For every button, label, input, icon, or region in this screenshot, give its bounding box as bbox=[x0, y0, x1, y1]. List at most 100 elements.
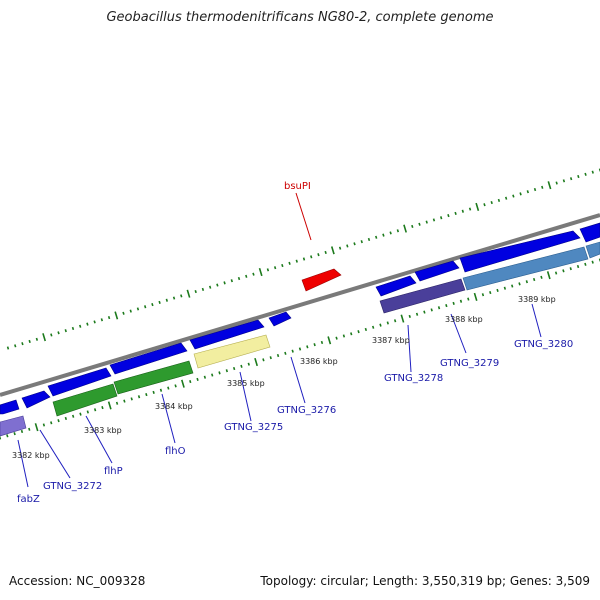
tick-mark bbox=[258, 267, 263, 277]
gene-label-gtng3279[interactable]: GTNG_3279 bbox=[440, 358, 499, 369]
gene-block-gtng3275[interactable] bbox=[193, 334, 271, 369]
tick-mark bbox=[201, 287, 205, 291]
tick-mark bbox=[35, 337, 39, 341]
tick-mark bbox=[396, 229, 400, 233]
gene-arrow[interactable] bbox=[268, 311, 292, 327]
gene-label-gtng3275[interactable]: GTNG_3275 bbox=[224, 422, 283, 433]
gene-block-flhp[interactable] bbox=[52, 383, 118, 417]
tick-mark bbox=[452, 301, 455, 305]
gene-label-flho[interactable]: flhO bbox=[165, 446, 186, 457]
tick-mark bbox=[459, 299, 463, 303]
tick-mark bbox=[186, 289, 191, 298]
tick-mark bbox=[93, 320, 96, 324]
tick-mark bbox=[159, 388, 163, 392]
gene-label-gtng3278[interactable]: GTNG_3278 bbox=[384, 373, 443, 384]
gene-arrow[interactable] bbox=[0, 399, 20, 415]
tick-mark bbox=[115, 401, 119, 405]
tick-mark bbox=[423, 310, 426, 314]
tick-mark bbox=[320, 340, 324, 345]
tick-mark bbox=[475, 202, 480, 211]
leader-gtng3276 bbox=[290, 356, 306, 404]
gene-arrow[interactable] bbox=[47, 367, 112, 397]
tick-mark bbox=[447, 214, 450, 218]
leader-gtng3275 bbox=[239, 371, 252, 422]
gene-label-flhp[interactable]: flhP bbox=[104, 466, 123, 477]
tick-label: 3383 kbp bbox=[84, 426, 122, 435]
tick-mark bbox=[223, 281, 226, 285]
tick-mark bbox=[584, 262, 587, 266]
tick-mark bbox=[218, 371, 221, 375]
tick-mark bbox=[20, 429, 24, 434]
gene-block-flho[interactable] bbox=[113, 360, 194, 395]
leader-fabz bbox=[17, 439, 29, 488]
tick-mark bbox=[400, 314, 405, 323]
tick-mark bbox=[357, 330, 360, 334]
gene-block-gtng3280[interactable] bbox=[462, 246, 589, 291]
tick-mark bbox=[72, 414, 75, 418]
gene-label-bsupi[interactable]: bsuPI bbox=[284, 181, 311, 192]
tick-mark bbox=[145, 393, 148, 397]
tick-mark bbox=[569, 267, 572, 271]
tick-mark bbox=[262, 358, 265, 362]
tick-mark bbox=[461, 209, 464, 213]
gene-label-fabz[interactable]: fabZ bbox=[17, 494, 40, 505]
tick-label: 3389 kbp bbox=[518, 295, 556, 304]
tick-mark bbox=[576, 264, 580, 269]
tick-mark bbox=[6, 434, 9, 438]
tick-mark bbox=[577, 174, 580, 179]
tick-mark bbox=[245, 274, 248, 278]
tick-mark bbox=[64, 416, 68, 421]
tick-mark bbox=[389, 231, 392, 235]
gene-block-gtng3278[interactable] bbox=[379, 278, 466, 314]
leader-gtng3280 bbox=[531, 303, 542, 338]
gene-arrow[interactable] bbox=[375, 275, 417, 297]
tick-label: 3387 kbp bbox=[372, 336, 410, 345]
tick-mark bbox=[216, 283, 219, 287]
tick-labels: 3382 kbp 3383 kbp 3384 kbp 3385 kbp 3386… bbox=[12, 295, 556, 460]
gene-arrow[interactable] bbox=[579, 222, 600, 243]
tick-mark bbox=[490, 200, 493, 205]
gene-arrow[interactable] bbox=[109, 342, 188, 375]
tick-mark bbox=[269, 356, 272, 360]
gene-label-gtng3280[interactable]: GTNG_3280 bbox=[514, 339, 573, 350]
gene-arrow[interactable] bbox=[189, 319, 265, 350]
leader-gtng3279 bbox=[450, 313, 467, 354]
tick-mark bbox=[254, 357, 259, 367]
tick-mark bbox=[364, 327, 368, 332]
gene-label-gtng3272[interactable]: GTNG_3272 bbox=[43, 481, 102, 492]
tick-mark bbox=[276, 353, 280, 358]
gene-arrow[interactable] bbox=[459, 230, 581, 273]
gene-arrow-bsupi[interactable] bbox=[301, 268, 342, 292]
tick-mark bbox=[481, 293, 485, 297]
tick-mark bbox=[122, 311, 125, 315]
tick-mark bbox=[342, 334, 346, 338]
tick-mark bbox=[189, 379, 192, 384]
tick-mark bbox=[266, 268, 270, 272]
gene-arrow[interactable] bbox=[414, 260, 460, 282]
tick-mark bbox=[497, 198, 501, 202]
gene-block-fabz[interactable] bbox=[0, 415, 27, 437]
leader-flhp bbox=[85, 415, 113, 464]
tick-mark bbox=[71, 326, 75, 331]
tick-mark bbox=[310, 255, 313, 259]
gene-block-steel-end[interactable] bbox=[585, 241, 600, 259]
gene-label-gtng3276[interactable]: GTNG_3276 bbox=[277, 405, 336, 416]
tick-mark bbox=[28, 339, 31, 344]
tick-mark bbox=[50, 421, 53, 425]
tick-mark bbox=[386, 321, 389, 325]
tick-mark bbox=[13, 432, 16, 436]
tick-mark bbox=[79, 324, 82, 328]
tick-mark bbox=[403, 224, 407, 233]
tick-label: 3388 kbp bbox=[445, 315, 483, 324]
tick-mark bbox=[547, 181, 552, 190]
gene-arrow[interactable] bbox=[21, 390, 51, 409]
tick-mark bbox=[504, 196, 508, 200]
tick-mark bbox=[346, 244, 349, 248]
tick-mark bbox=[281, 263, 284, 268]
genome-summary-text: Topology: circular; Length: 3,550,319 bp… bbox=[260, 574, 590, 588]
tick-mark bbox=[194, 289, 197, 294]
tick-label: 3386 kbp bbox=[300, 357, 338, 366]
tick-mark bbox=[86, 410, 89, 414]
tick-mark bbox=[100, 318, 104, 322]
